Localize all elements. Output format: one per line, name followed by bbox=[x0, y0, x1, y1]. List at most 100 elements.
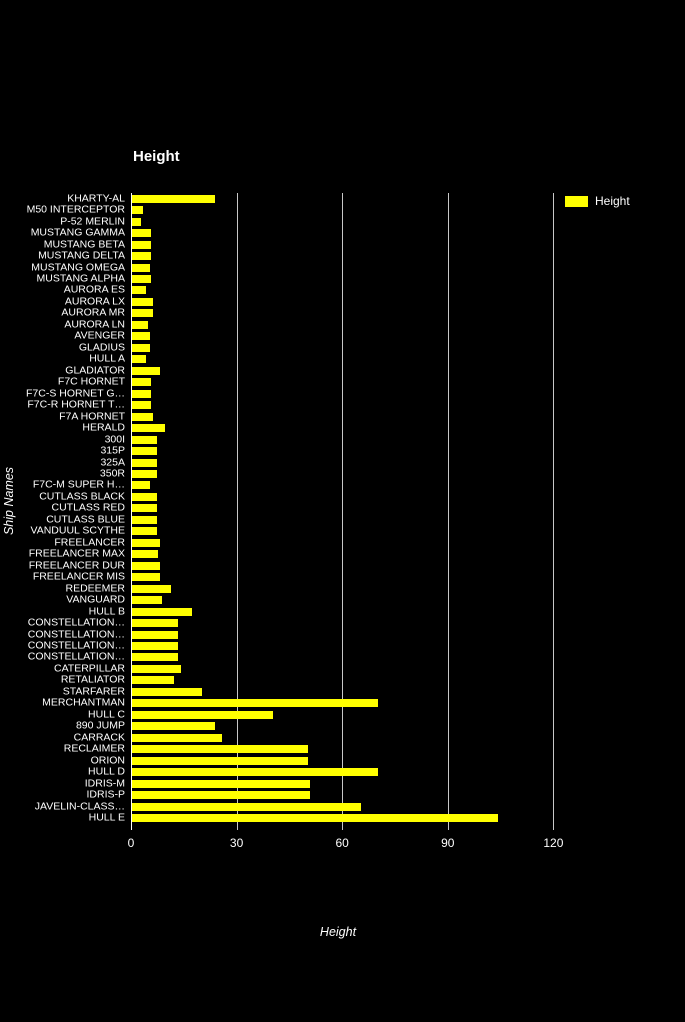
bar[interactable] bbox=[132, 378, 152, 387]
bar[interactable] bbox=[132, 515, 157, 524]
bar-row: RETALIATOR bbox=[0, 674, 685, 686]
category-label: MERCHANTMAN bbox=[42, 696, 125, 709]
bar[interactable] bbox=[132, 745, 308, 754]
category-label: HULL C bbox=[88, 708, 125, 721]
bar[interactable] bbox=[132, 550, 159, 559]
x-tick-label: 60 bbox=[335, 836, 349, 850]
bar[interactable] bbox=[132, 619, 178, 628]
chart-title: Height bbox=[133, 148, 180, 165]
x-axis-title: Height bbox=[319, 925, 357, 939]
bar[interactable] bbox=[132, 469, 157, 478]
bar-row: 315P bbox=[0, 445, 685, 456]
bar-row: F7C-S HORNET G… bbox=[0, 388, 685, 399]
gridline bbox=[342, 193, 344, 830]
bar-rows: KHARTY-AL M50 INTERCEPTOR P-52 MERLIN MUSTA… bbox=[0, 193, 685, 824]
bar[interactable] bbox=[132, 229, 152, 238]
bar[interactable] bbox=[132, 596, 162, 605]
bar-row: FREELANCER bbox=[0, 537, 685, 548]
bar[interactable] bbox=[132, 389, 152, 398]
bar[interactable] bbox=[132, 791, 310, 800]
bar[interactable] bbox=[132, 779, 310, 788]
bar[interactable] bbox=[132, 756, 308, 765]
bar[interactable] bbox=[132, 584, 171, 593]
bar-row: CUTLASS RED bbox=[0, 501, 685, 514]
bar[interactable] bbox=[132, 814, 499, 823]
category-label: GLADIUS bbox=[78, 341, 125, 354]
category-label: M50 INTERCEPTOR bbox=[26, 203, 125, 216]
category-label: F7C-M SUPER H… bbox=[32, 478, 125, 491]
bar[interactable] bbox=[132, 630, 178, 639]
bar[interactable] bbox=[132, 332, 150, 341]
bar[interactable] bbox=[132, 447, 157, 456]
bar[interactable] bbox=[132, 355, 147, 364]
category-label: RECLAIMER bbox=[63, 742, 125, 755]
bar[interactable] bbox=[132, 722, 215, 731]
bar[interactable] bbox=[132, 217, 141, 226]
bar[interactable] bbox=[132, 297, 154, 306]
bar[interactable] bbox=[132, 642, 178, 651]
bar[interactable] bbox=[132, 733, 222, 742]
bar[interactable] bbox=[132, 309, 154, 318]
bar[interactable] bbox=[132, 458, 157, 467]
category-label: CONSTELLATION… bbox=[27, 639, 125, 652]
bar[interactable] bbox=[132, 710, 273, 719]
category-label: F7A HORNET bbox=[59, 410, 125, 423]
category-label: HULL E bbox=[88, 811, 125, 824]
category-label: MUSTANG OMEGA bbox=[31, 261, 125, 274]
category-label: 325A bbox=[100, 456, 125, 469]
bar[interactable] bbox=[132, 607, 192, 616]
legend-label: Height bbox=[595, 194, 630, 208]
bar[interactable] bbox=[132, 664, 182, 673]
bar[interactable] bbox=[132, 573, 161, 582]
bar[interactable] bbox=[132, 206, 143, 215]
bar[interactable] bbox=[132, 481, 150, 490]
bar[interactable] bbox=[132, 435, 157, 444]
bar[interactable] bbox=[132, 538, 161, 547]
bar[interactable] bbox=[132, 343, 150, 352]
category-label: 315P bbox=[100, 444, 125, 457]
category-label: MUSTANG DELTA bbox=[38, 249, 125, 262]
category-label: HULL B bbox=[88, 605, 125, 618]
bar[interactable] bbox=[132, 424, 166, 433]
bar[interactable] bbox=[132, 561, 161, 570]
bar[interactable] bbox=[132, 263, 150, 272]
bar[interactable] bbox=[132, 366, 161, 375]
bar-row: REDEEMER bbox=[0, 583, 685, 594]
bar-row: M50 INTERCEPTOR bbox=[0, 204, 685, 215]
category-label: HULL A bbox=[89, 352, 125, 365]
bar-row: GLADIATOR bbox=[0, 365, 685, 376]
bar[interactable] bbox=[132, 492, 157, 501]
bar[interactable] bbox=[132, 275, 152, 284]
bar-row: F7C HORNET bbox=[0, 376, 685, 388]
x-tick-label: 120 bbox=[543, 836, 564, 850]
bar[interactable] bbox=[132, 252, 152, 261]
category-label: CUTLASS BLUE bbox=[46, 513, 125, 526]
bar[interactable] bbox=[132, 676, 175, 685]
bar[interactable] bbox=[132, 504, 157, 513]
bar[interactable] bbox=[132, 286, 147, 295]
bar[interactable] bbox=[132, 401, 152, 410]
bar[interactable] bbox=[132, 240, 152, 249]
bar[interactable] bbox=[132, 802, 361, 811]
bar-row: FREELANCER DUR bbox=[0, 560, 685, 571]
bar[interactable] bbox=[132, 412, 154, 421]
bar-row: CATERPILLAR bbox=[0, 663, 685, 674]
category-label: AURORA LN bbox=[64, 318, 125, 331]
y-axis-title: Ship Names bbox=[2, 466, 16, 536]
bar[interactable] bbox=[132, 320, 148, 329]
bar[interactable] bbox=[132, 699, 379, 708]
bar[interactable] bbox=[132, 194, 215, 203]
category-label: CONSTELLATION… bbox=[27, 616, 125, 629]
legend-swatch-icon bbox=[565, 195, 588, 207]
category-label: CUTLASS RED bbox=[51, 501, 125, 514]
bar[interactable] bbox=[132, 687, 203, 696]
legend[interactable]: Height bbox=[565, 194, 630, 208]
bar-row: CONSTELLATION… bbox=[0, 617, 685, 628]
bar[interactable] bbox=[132, 653, 178, 662]
bar[interactable] bbox=[132, 768, 379, 777]
bar-row: 300I bbox=[0, 434, 685, 445]
category-label: VANGUARD bbox=[66, 593, 125, 606]
bar[interactable] bbox=[132, 527, 157, 536]
category-label: CARRACK bbox=[73, 731, 125, 744]
